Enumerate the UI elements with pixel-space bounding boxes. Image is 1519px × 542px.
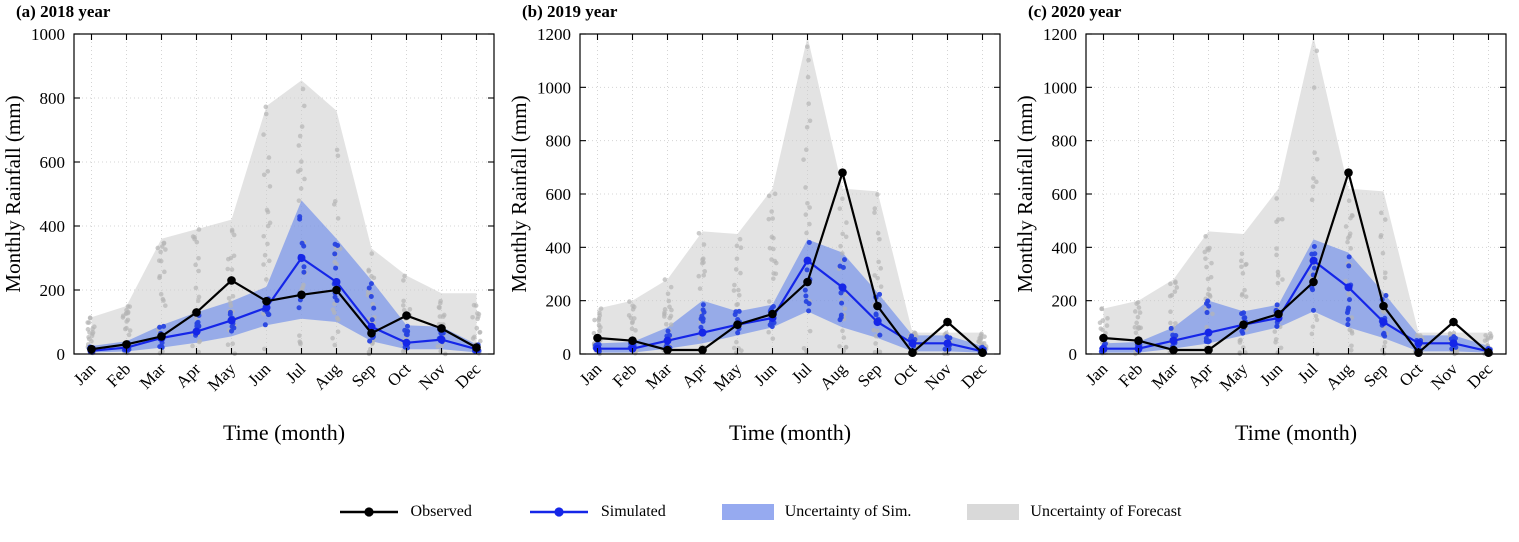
svg-text:Dec: Dec — [958, 359, 991, 392]
svg-text:Jul: Jul — [1294, 359, 1322, 387]
svg-text:Jul: Jul — [282, 359, 310, 387]
svg-text:200: 200 — [1052, 292, 1078, 311]
legend-label-observed: Observed — [410, 503, 472, 520]
svg-text:1000: 1000 — [537, 78, 571, 97]
svg-text:0: 0 — [1069, 345, 1078, 364]
svg-text:Feb: Feb — [1115, 359, 1146, 390]
svg-text:May: May — [204, 359, 240, 395]
svg-text:Dec: Dec — [1464, 359, 1497, 392]
svg-text:800: 800 — [1052, 132, 1078, 151]
legend-label-forecast-uncertainty: Uncertainty of Forecast — [1030, 503, 1182, 520]
svg-text:Mar: Mar — [136, 359, 170, 393]
simulated-line-swatch — [529, 507, 588, 517]
x-axis-label: Time (month) — [729, 420, 851, 445]
svg-text:May: May — [1216, 359, 1252, 395]
svg-text:1000: 1000 — [1043, 78, 1077, 97]
svg-text:200: 200 — [40, 281, 66, 300]
y-axis-label: Monthly Rainfall (mm) — [507, 95, 531, 292]
panel-title-2020: (c) 2020 year — [1028, 2, 1122, 21]
legend-item-sim-uncertainty: Uncertainty of Sim. — [721, 501, 912, 523]
forecast-uncertainty-band-swatch — [967, 504, 1020, 520]
svg-text:Sep: Sep — [854, 359, 885, 390]
sim-uncertainty-band — [91, 200, 477, 353]
legend: Observed Simulated Uncertainty of Sim. U… — [0, 486, 1519, 538]
svg-text:Jun: Jun — [1256, 359, 1286, 389]
svg-text:Jan: Jan — [70, 359, 100, 389]
simulated-line — [91, 256, 477, 352]
panel-title-2019: (b) 2019 year — [522, 2, 618, 21]
svg-text:Aug: Aug — [816, 359, 850, 393]
legend-item-simulated: Simulated — [528, 501, 666, 523]
svg-text:Dec: Dec — [452, 359, 485, 392]
svg-text:600: 600 — [1052, 185, 1078, 204]
y-axis-label: Monthly Rainfall (mm) — [1, 95, 25, 292]
svg-text:Apr: Apr — [172, 359, 204, 391]
svg-text:0: 0 — [57, 345, 66, 364]
svg-text:1200: 1200 — [1043, 25, 1077, 44]
svg-text:0: 0 — [563, 345, 572, 364]
svg-text:Oct: Oct — [384, 359, 415, 390]
svg-text:Mar: Mar — [1148, 359, 1182, 393]
observed-line — [91, 279, 478, 351]
svg-text:Jul: Jul — [788, 359, 816, 387]
svg-text:600: 600 — [40, 153, 66, 172]
svg-text:800: 800 — [546, 132, 572, 151]
legend-label-sim-uncertainty: Uncertainty of Sim. — [784, 503, 912, 520]
y-axis-label: Monthly Rainfall (mm) — [1013, 95, 1037, 292]
chart-2019: 0 200 400 600 800 1000 1200 Jan Feb Mar Apr May Jun J… — [507, 25, 1001, 445]
svg-text:Oct: Oct — [890, 359, 921, 390]
x-axis-label: Time (month) — [223, 420, 345, 445]
svg-text:Jun: Jun — [244, 359, 274, 389]
svg-text:Aug: Aug — [1322, 359, 1356, 393]
forecast-uncertainty-band — [1103, 36, 1489, 355]
svg-text:Feb: Feb — [103, 359, 134, 390]
x-axis-label: Time (month) — [1235, 420, 1357, 445]
forecast-uncertainty-band — [91, 80, 477, 355]
svg-text:Nov: Nov — [415, 359, 449, 393]
svg-text:Apr: Apr — [678, 359, 710, 391]
svg-text:Sep: Sep — [1360, 359, 1391, 390]
observed-line — [1103, 168, 1490, 355]
panel-title-2018: (a) 2018 year — [16, 2, 111, 21]
panels-row: (a) 2018 year 0 200 400 600 800 1000 Jan Feb Mar… — [0, 0, 1518, 486]
svg-text:1000: 1000 — [31, 25, 65, 44]
svg-text:800: 800 — [40, 89, 66, 108]
svg-text:400: 400 — [546, 238, 572, 257]
legend-label-simulated: Simulated — [600, 503, 666, 520]
svg-text:Oct: Oct — [1396, 359, 1427, 390]
panel-2019: (b) 2019 year 0 200 400 600 800 1000 1200 Jan Fe… — [506, 0, 1012, 486]
svg-text:Nov: Nov — [921, 359, 955, 393]
svg-text:Nov: Nov — [1427, 359, 1461, 393]
legend-item-observed: Observed — [338, 501, 472, 523]
svg-text:Apr: Apr — [1184, 359, 1216, 391]
svg-text:200: 200 — [546, 292, 572, 311]
svg-text:Sep: Sep — [348, 359, 379, 390]
svg-text:Mar: Mar — [642, 359, 676, 393]
sim-uncertainty-band — [1103, 239, 1489, 353]
sim-uncertainty-band-swatch — [721, 504, 774, 520]
chart-2020: 0 200 400 600 800 1000 1200 Jan Feb Mar Apr May Jun J… — [1013, 25, 1507, 445]
simulated-line — [597, 259, 983, 353]
svg-text:400: 400 — [40, 217, 66, 236]
chart-2018: 0 200 400 600 800 1000 Jan Feb Mar Apr May Jun Jul Au… — [1, 25, 495, 445]
svg-text:Jun: Jun — [750, 359, 780, 389]
svg-text:Jan: Jan — [1082, 359, 1112, 389]
sim-uncertainty-band — [597, 239, 983, 353]
legend-item-forecast-uncertainty: Uncertainty of Forecast — [967, 501, 1181, 523]
forecast-uncertainty-band — [597, 36, 983, 355]
observed-line — [597, 168, 984, 355]
svg-text:1200: 1200 — [537, 25, 571, 44]
svg-text:Feb: Feb — [609, 359, 640, 390]
svg-text:May: May — [710, 359, 746, 395]
panel-2018: (a) 2018 year 0 200 400 600 800 1000 Jan Feb Mar… — [0, 0, 506, 486]
observed-line-swatch — [339, 507, 398, 517]
svg-text:600: 600 — [546, 185, 572, 204]
svg-text:Aug: Aug — [310, 359, 344, 393]
svg-text:Jan: Jan — [576, 359, 606, 389]
panel-2020: (c) 2020 year 0 200 400 600 800 1000 1200 Jan Fe… — [1012, 0, 1518, 486]
svg-text:400: 400 — [1052, 238, 1078, 257]
simulated-line — [1103, 259, 1489, 353]
